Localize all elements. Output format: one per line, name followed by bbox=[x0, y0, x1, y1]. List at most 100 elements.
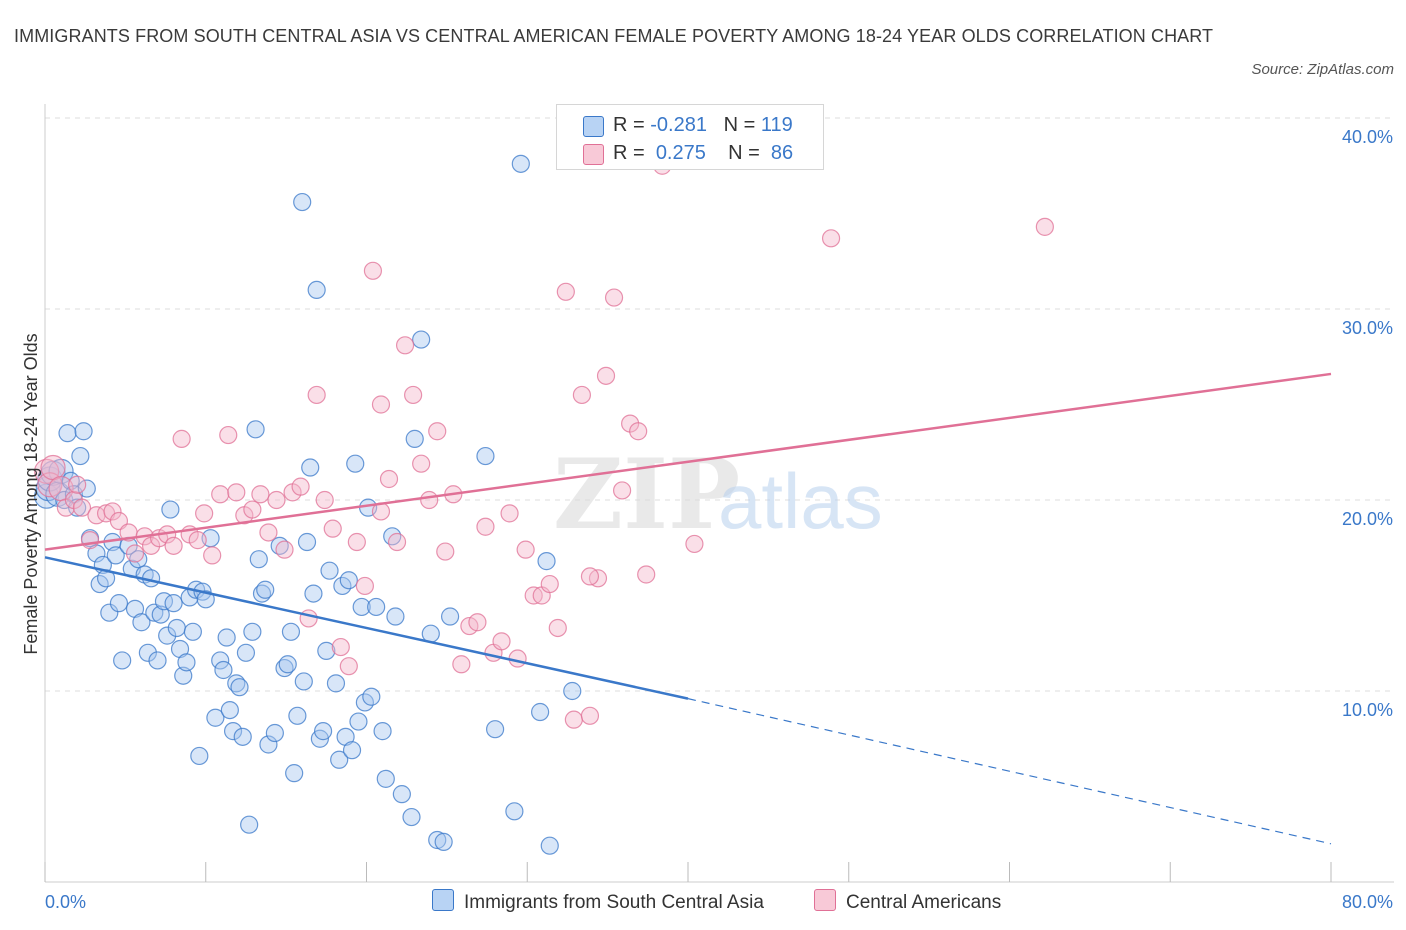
legend-n-value-pink: 86 bbox=[770, 142, 794, 164]
legend-r-label: R = bbox=[613, 114, 645, 136]
point-south-central-asia bbox=[297, 532, 317, 552]
bottom-legend-swatch-pink bbox=[814, 889, 836, 911]
point-south-central-asia bbox=[233, 727, 252, 746]
point-south-central-asia bbox=[236, 643, 256, 662]
point-central-americans bbox=[556, 282, 575, 301]
point-south-central-asia bbox=[386, 607, 405, 626]
point-south-central-asia bbox=[362, 687, 381, 706]
point-central-americans bbox=[580, 706, 600, 725]
source-credit: Source: ZipAtlas.com bbox=[1251, 61, 1394, 78]
legend-r-label: R = bbox=[613, 142, 645, 164]
point-south-central-asia bbox=[74, 422, 93, 441]
point-central-americans bbox=[195, 504, 214, 523]
point-central-americans bbox=[68, 475, 87, 494]
point-south-central-asia bbox=[342, 741, 362, 760]
point-central-americans bbox=[452, 655, 471, 674]
point-central-americans bbox=[468, 613, 487, 632]
point-south-central-asia bbox=[148, 651, 167, 670]
point-south-central-asia bbox=[486, 720, 505, 739]
y-tick-label: 40.0% bbox=[1342, 127, 1393, 147]
point-central-americans bbox=[72, 498, 92, 517]
point-central-americans bbox=[476, 517, 495, 536]
point-central-americans bbox=[548, 618, 567, 638]
point-central-americans bbox=[291, 477, 310, 496]
point-central-americans bbox=[259, 523, 278, 542]
point-south-central-asia bbox=[161, 500, 180, 519]
point-south-central-asia bbox=[317, 641, 336, 660]
point-central-americans bbox=[540, 574, 559, 594]
point-south-central-asia bbox=[428, 830, 447, 850]
point-south-central-asia bbox=[223, 722, 243, 741]
point-central-americans bbox=[412, 454, 431, 473]
point-central-americans bbox=[637, 565, 656, 584]
point-south-central-asia bbox=[320, 561, 339, 580]
point-central-americans bbox=[125, 544, 145, 563]
point-south-central-asia bbox=[196, 590, 215, 609]
point-south-central-asia bbox=[346, 454, 365, 473]
point-central-americans bbox=[227, 483, 246, 502]
point-central-americans bbox=[387, 532, 407, 552]
legend-r-value-pink: 0.275 bbox=[655, 142, 706, 164]
point-central-americans bbox=[508, 649, 527, 668]
point-south-central-asia bbox=[434, 832, 453, 851]
trend-lines bbox=[44, 372, 1332, 845]
bottom-legend-label: Central Americans bbox=[846, 892, 1002, 913]
point-central-americans bbox=[516, 540, 535, 559]
point-south-central-asia bbox=[174, 666, 193, 685]
point-central-americans bbox=[251, 485, 270, 504]
point-central-americans bbox=[420, 490, 439, 510]
point-south-central-asia bbox=[540, 836, 559, 855]
point-central-americans bbox=[299, 609, 318, 628]
point-central-americans bbox=[572, 385, 592, 405]
point-south-central-asia bbox=[352, 597, 371, 617]
point-central-americans bbox=[404, 385, 423, 405]
point-south-central-asia bbox=[367, 597, 386, 617]
point-south-central-asia bbox=[412, 330, 431, 349]
point-south-central-asia bbox=[167, 618, 186, 638]
point-central-americans bbox=[219, 425, 238, 445]
point-south-central-asia bbox=[392, 785, 411, 804]
point-central-americans bbox=[331, 637, 350, 657]
point-south-central-asia bbox=[158, 626, 177, 645]
point-central-americans bbox=[379, 469, 399, 489]
point-south-central-asia bbox=[307, 280, 326, 299]
point-central-americans bbox=[371, 395, 391, 414]
point-south-central-asia bbox=[109, 594, 129, 613]
bottom-legend-item-central-americans[interactable]: Central Americans bbox=[814, 889, 1001, 914]
point-central-americans bbox=[172, 429, 191, 448]
point-central-americans bbox=[596, 366, 616, 385]
trend-line-south-central-asia bbox=[44, 556, 689, 700]
point-central-americans bbox=[428, 422, 447, 441]
point-central-americans bbox=[395, 336, 415, 355]
point-south-central-asia bbox=[129, 550, 148, 569]
point-south-central-asia bbox=[326, 674, 346, 693]
bottom-legend-swatch-blue bbox=[432, 889, 454, 911]
bottom-legend-label: Immigrants from South Central Asia bbox=[464, 892, 764, 913]
point-central-americans bbox=[243, 500, 262, 519]
x-tick-label: 80.0% bbox=[1342, 892, 1393, 912]
bottom-legend-item-south-central-asia[interactable]: Immigrants from South Central Asia bbox=[432, 889, 764, 914]
point-south-central-asia bbox=[294, 672, 313, 691]
point-south-central-asia bbox=[537, 552, 556, 571]
point-central-americans bbox=[821, 229, 841, 248]
point-central-americans bbox=[80, 531, 100, 550]
point-south-central-asia bbox=[531, 702, 550, 722]
point-south-central-asia bbox=[132, 613, 151, 632]
point-south-central-asia bbox=[330, 750, 349, 769]
point-south-central-asia bbox=[230, 678, 249, 697]
point-south-central-asia bbox=[240, 815, 259, 834]
point-south-central-asia bbox=[256, 580, 275, 599]
point-central-americans bbox=[211, 485, 230, 504]
watermark: ZIP atlas bbox=[553, 438, 883, 551]
point-south-central-asia bbox=[293, 192, 312, 212]
point-south-central-asia bbox=[476, 446, 495, 466]
point-central-americans bbox=[40, 454, 66, 481]
point-south-central-asia bbox=[259, 735, 278, 754]
point-central-americans bbox=[275, 540, 294, 559]
point-central-americans bbox=[436, 542, 455, 561]
point-south-central-asia bbox=[304, 584, 323, 603]
point-south-central-asia bbox=[285, 764, 304, 783]
trend-line-central-americans bbox=[44, 372, 1332, 551]
point-south-central-asia bbox=[211, 651, 230, 670]
